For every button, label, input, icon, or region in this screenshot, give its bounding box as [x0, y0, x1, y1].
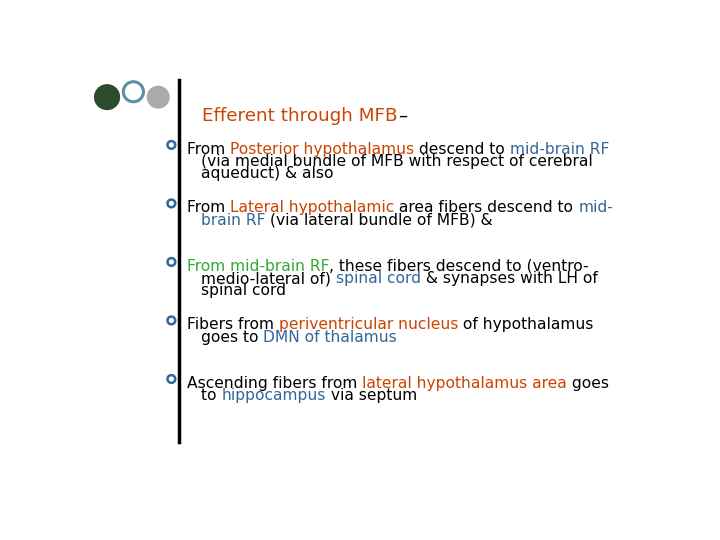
Text: Fibers from: Fibers from	[187, 318, 279, 332]
Text: via septum: via septum	[325, 388, 417, 403]
Text: From: From	[187, 200, 230, 215]
Text: , these fibers descend to (ventro-: , these fibers descend to (ventro-	[329, 259, 589, 274]
Text: spinal cord: spinal cord	[201, 284, 286, 299]
Text: medio-lateral of): medio-lateral of)	[201, 271, 336, 286]
Text: –: –	[398, 107, 407, 125]
Text: Ascending fibers from: Ascending fibers from	[187, 376, 362, 391]
Text: From mid-brain RF: From mid-brain RF	[187, 259, 329, 274]
Text: goes: goes	[567, 376, 609, 391]
Text: hippocampus: hippocampus	[221, 388, 325, 403]
Text: of hypothalamus: of hypothalamus	[458, 318, 593, 332]
Text: From: From	[187, 142, 230, 157]
Text: lateral hypothalamus area: lateral hypothalamus area	[362, 376, 567, 391]
Text: & synapses with LH of: & synapses with LH of	[420, 271, 598, 286]
Text: spinal cord: spinal cord	[336, 271, 420, 286]
Text: goes to: goes to	[201, 330, 264, 345]
Text: descend to: descend to	[414, 142, 510, 157]
Text: to: to	[201, 388, 221, 403]
Text: Efferent through MFB: Efferent through MFB	[202, 107, 398, 125]
Text: DMN of thalamus: DMN of thalamus	[264, 330, 397, 345]
Text: (via lateral bundle of MFB) &: (via lateral bundle of MFB) &	[266, 213, 493, 228]
Circle shape	[94, 85, 120, 110]
Text: Posterior hypothalamus: Posterior hypothalamus	[230, 142, 414, 157]
Text: mid-: mid-	[578, 200, 613, 215]
Circle shape	[148, 86, 169, 108]
Text: periventricular nucleus: periventricular nucleus	[279, 318, 458, 332]
Text: (via medial bundle of MFB with respect of cerebral: (via medial bundle of MFB with respect o…	[201, 154, 593, 169]
Text: aqueduct) & also: aqueduct) & also	[201, 166, 333, 181]
Text: Lateral hypothalamic: Lateral hypothalamic	[230, 200, 395, 215]
Text: brain RF: brain RF	[201, 213, 266, 228]
Text: area fibers descend to: area fibers descend to	[395, 200, 578, 215]
Text: mid-brain RF: mid-brain RF	[510, 142, 609, 157]
